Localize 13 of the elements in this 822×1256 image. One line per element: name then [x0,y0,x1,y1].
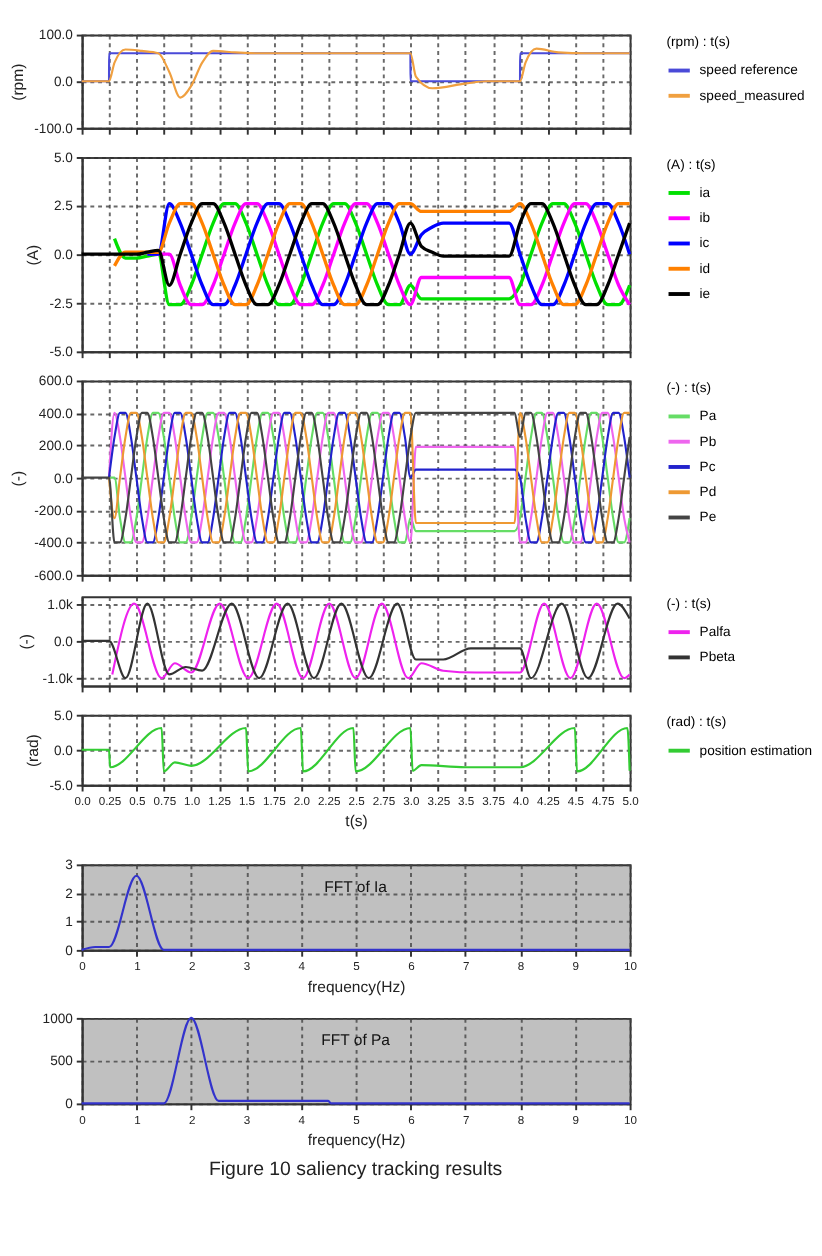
line-series [80,726,631,773]
y-axis-title: (rad) [23,733,42,768]
x-axis-title: t(s) [345,812,369,831]
y-axis-title: (A) [23,243,42,266]
y-axis-title: (rpm) [8,62,27,101]
y-axis-title: (-) [16,633,35,650]
caption: Figure 10 saliency tracking results [208,1159,503,1182]
y-axis-title: (-) [8,470,27,487]
x-axis-title: frequency(Hz) [307,1131,407,1150]
text: FFT of Ia [324,877,389,896]
x-axis-title: frequency(Hz) [307,977,407,996]
line-series [80,47,631,99]
text: FFT of Pa [321,1031,392,1050]
